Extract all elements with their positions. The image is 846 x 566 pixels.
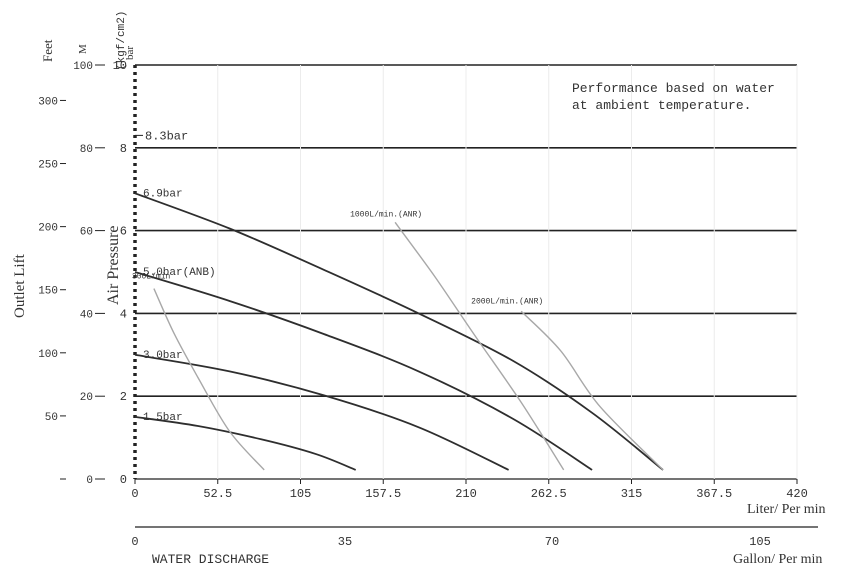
liter-tick-4: 210 <box>455 487 477 501</box>
pressure-unit-label: (kgf/cm2) <box>116 11 128 70</box>
outlet-lift-label: Outlet Lift <box>12 253 28 318</box>
liter-tick-8: 420 <box>786 487 808 501</box>
label-8-3-bar: 8.3bar <box>145 129 188 143</box>
liter-tick-5: 262.5 <box>531 487 567 501</box>
lift-m-tick-60: 60 <box>80 227 93 239</box>
lift-feet-tick-200: 200 <box>38 223 58 235</box>
note-line-1: Performance based on water <box>572 81 775 96</box>
gallon-tick-3: 105 <box>749 535 771 549</box>
pressure-curve-label-1: 3.0bar <box>143 350 183 362</box>
liter-tick-3: 157.5 <box>365 487 401 501</box>
air-pressure-label: Air Pressure <box>105 225 122 305</box>
liter-tick-0: 0 <box>131 487 138 501</box>
lift-feet-tick-250: 250 <box>38 160 58 172</box>
lift-m-axis-label: M <box>77 44 89 54</box>
air-consumption-curve-1 <box>394 221 565 471</box>
pressure-tick-0: 0 <box>120 473 127 487</box>
pressure-tick-6: 6 <box>120 225 127 239</box>
pressure-tick-4: 4 <box>120 307 127 321</box>
pressure-curve-2 <box>134 271 593 471</box>
liter-tick-6: 315 <box>621 487 643 501</box>
lift-m-tick-20: 20 <box>80 392 93 404</box>
lift-m-tick-80: 80 <box>80 144 93 156</box>
gallon-tick-2: 70 <box>545 535 559 549</box>
water-discharge-label: WATER DISCHARGE <box>152 552 269 566</box>
gallon-axis-label: Gallon/ Per min <box>733 552 822 566</box>
pressure-tick-2: 2 <box>120 390 127 404</box>
gallon-tick-0: 0 <box>131 535 138 549</box>
liter-axis-label: Liter/ Per min <box>747 502 826 517</box>
pressure-bar-unit-label: bar <box>124 46 136 60</box>
liter-tick-2: 105 <box>290 487 312 501</box>
pressure-curve-0 <box>134 416 357 471</box>
lift-feet-tick-50: 50 <box>45 412 58 424</box>
pressure-tick-8: 8 <box>120 142 127 156</box>
note-line-2: at ambient temperature. <box>572 98 751 113</box>
lift-feet-tick-150: 150 <box>38 286 58 298</box>
pressure-curve-1 <box>134 353 509 471</box>
pressure-tick-10: 10 <box>113 59 127 73</box>
lift-m-tick-40: 40 <box>80 309 93 321</box>
liter-tick-7: 367.5 <box>696 487 732 501</box>
lift-m-tick-0: 0 <box>86 475 93 487</box>
pressure-curve-label-0: 1.5bar <box>143 412 183 424</box>
air-consumption-label-2: 2000L/min.(ANR) <box>471 297 543 306</box>
pressure-curve-3 <box>134 192 664 471</box>
lift-m-tick-100: 100 <box>73 61 93 73</box>
curves <box>134 192 664 471</box>
air-consumption-label-0: 300L/min <box>132 273 171 282</box>
gridlines <box>135 64 798 480</box>
axes <box>60 64 818 528</box>
pressure-curve-label-3: 6.9bar <box>143 188 183 200</box>
curve-labels: 8.3bar 1.5bar 3.0bar 5.0bar(ANB) 6.9bar 300L/… <box>132 129 543 424</box>
lift-feet-tick-100: 100 <box>38 349 58 361</box>
liter-tick-1: 52.5 <box>203 487 232 501</box>
lift-feet-axis-label: Feet <box>40 39 55 62</box>
lift-feet-tick-300: 300 <box>38 96 58 108</box>
air-consumption-label-1: 1000L/min.(ANR) <box>350 210 422 219</box>
air-consumption-curve-2 <box>520 310 664 471</box>
gallon-tick-1: 35 <box>338 535 352 549</box>
air-consumption-curve-0 <box>153 288 265 471</box>
pressure-curve-label-2: 5.0bar(ANB) <box>143 267 216 279</box>
